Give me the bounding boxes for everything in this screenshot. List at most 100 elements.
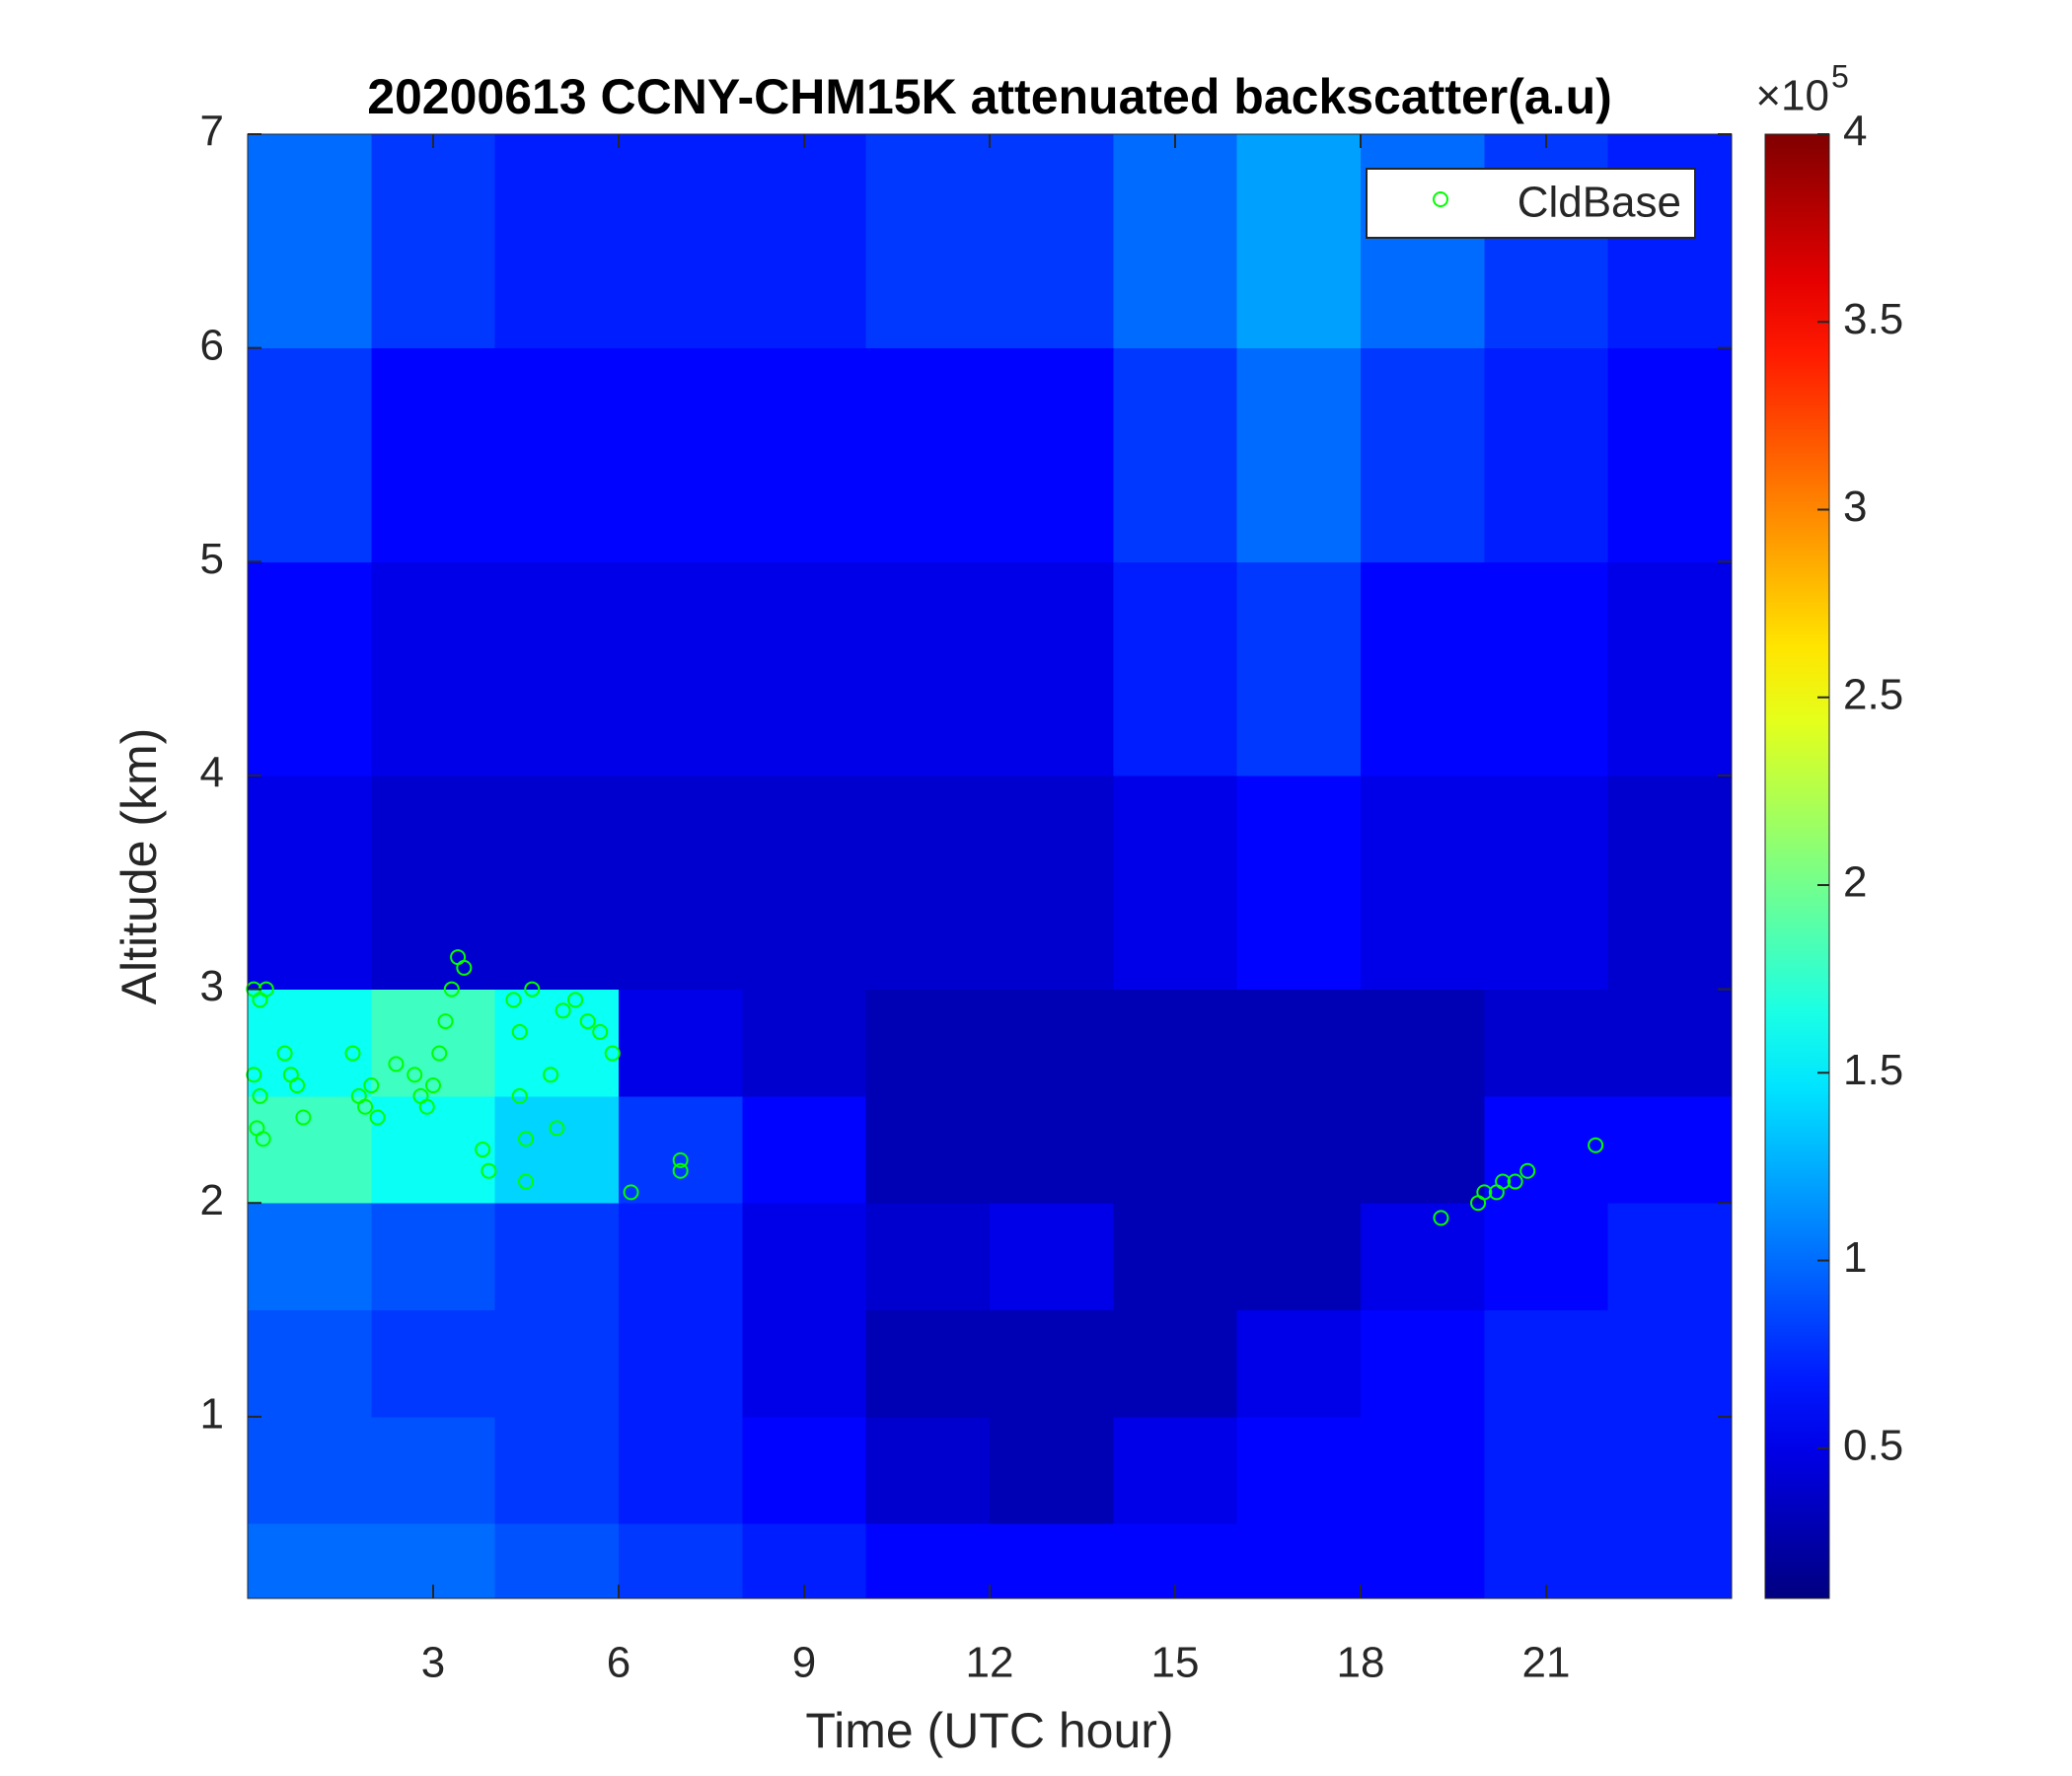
heatmap-cell xyxy=(619,1416,743,1524)
cloud-base-point xyxy=(295,1109,312,1126)
heatmap-cell xyxy=(1361,347,1485,562)
cloud-base-point xyxy=(418,1098,435,1115)
heatmap-cell xyxy=(990,1309,1114,1418)
heatmap-cell xyxy=(248,1095,372,1204)
heatmap-cell xyxy=(865,775,991,991)
colorbar-tick-label: 4 xyxy=(1843,108,1867,156)
y-axis-label: Altitude (km) xyxy=(111,728,167,1005)
heatmap-cell xyxy=(742,989,867,1097)
y-tick-label: 3 xyxy=(200,962,224,1010)
cloud-base-point xyxy=(289,1077,306,1094)
heatmap-cell xyxy=(742,1203,867,1311)
heatmap-cell xyxy=(494,1203,620,1311)
colorbar-tick-label: 1 xyxy=(1843,1233,1867,1282)
heatmap-cell xyxy=(1607,1203,1733,1311)
cloud-base-point xyxy=(543,1067,559,1083)
heatmap-cell xyxy=(619,1309,743,1418)
x-tick-label: 12 xyxy=(966,1639,1014,1687)
colorbar-tick-label: 0.5 xyxy=(1843,1421,1903,1469)
cloud-base-point xyxy=(524,981,541,998)
heatmap-cell xyxy=(619,989,743,1097)
heatmap-cell xyxy=(494,989,620,1097)
heatmap-cell xyxy=(494,1523,620,1599)
x-tick-label: 9 xyxy=(792,1639,816,1687)
legend-label: CldBase xyxy=(1517,179,1681,227)
cloud-base-point xyxy=(579,1013,596,1030)
heatmap-cell xyxy=(742,1309,867,1418)
heatmap-cell xyxy=(494,561,620,777)
heatmap-cell xyxy=(1484,134,1609,349)
heatmap-cell xyxy=(865,1203,991,1311)
heatmap-cell xyxy=(1236,989,1362,1097)
cloud-base-point xyxy=(555,1002,571,1019)
heatmap-cell xyxy=(371,561,496,777)
heatmap-cell xyxy=(742,134,867,349)
heatmap-cell xyxy=(619,1095,743,1204)
y-tick-label: 5 xyxy=(200,535,224,583)
heatmap-cell xyxy=(494,1416,620,1524)
heatmap-cell xyxy=(248,134,372,349)
heatmap-cell xyxy=(1484,1203,1609,1311)
legend-box xyxy=(1366,168,1696,239)
heatmap-cell xyxy=(1361,1416,1485,1524)
heatmap-cell xyxy=(248,561,372,777)
heatmap-cell xyxy=(1113,1203,1238,1311)
heatmap-cell xyxy=(371,989,496,1097)
heatmap-cell xyxy=(248,775,372,991)
heatmap-cell xyxy=(990,775,1114,991)
cloud-base-point xyxy=(1495,1173,1512,1190)
cloud-base-point xyxy=(567,992,584,1008)
cloud-base-point xyxy=(1507,1173,1523,1190)
heatmap-cell xyxy=(1236,1523,1362,1599)
heatmap-cell xyxy=(1361,134,1485,349)
cloud-base-point xyxy=(388,1056,405,1073)
cloud-base-point xyxy=(511,1087,528,1104)
heatmap-cell xyxy=(619,775,743,991)
cloud-base-point xyxy=(456,959,473,976)
heatmap-cell xyxy=(1484,561,1609,777)
heatmap-cell xyxy=(1607,347,1733,562)
heatmap-cell xyxy=(1236,1416,1362,1524)
heatmap-cell xyxy=(742,775,867,991)
cloud-base-point xyxy=(672,1162,689,1179)
heatmap-cell xyxy=(1484,1095,1609,1204)
cloud-base-point xyxy=(431,1045,448,1062)
heatmap-cell xyxy=(742,1095,867,1204)
heatmap-cell xyxy=(248,347,372,562)
heatmap-cell xyxy=(1113,347,1238,562)
heatmap-cell xyxy=(990,134,1114,349)
y-tick-label: 4 xyxy=(200,749,224,797)
heatmap-cell xyxy=(248,1416,372,1524)
heatmap-cell xyxy=(1361,775,1485,991)
heatmap-cell xyxy=(1484,347,1609,562)
heatmap-cell xyxy=(1236,1095,1362,1204)
heatmap-cell xyxy=(1113,1095,1238,1204)
heatmap-cell xyxy=(742,561,867,777)
x-tick-label: 21 xyxy=(1522,1639,1571,1687)
heatmap-cell xyxy=(619,1203,743,1311)
heatmap-cell xyxy=(1361,1203,1485,1311)
cloud-base-point xyxy=(592,1023,609,1040)
heatmap-cell xyxy=(1484,1416,1609,1524)
heatmap-cell xyxy=(990,1095,1114,1204)
x-tick-label: 6 xyxy=(607,1639,630,1687)
heatmap-cell xyxy=(371,347,496,562)
y-tick-label: 6 xyxy=(200,321,224,369)
heatmap-cell xyxy=(1484,1309,1609,1418)
heatmap-cell xyxy=(1607,561,1733,777)
colorbar-tick-label: 2 xyxy=(1843,858,1867,907)
heatmap-cell xyxy=(865,1309,991,1418)
heatmap-cell xyxy=(1607,989,1733,1097)
legend-marker xyxy=(1433,191,1448,207)
heatmap-cell xyxy=(371,1203,496,1311)
heatmap-cell xyxy=(494,775,620,991)
heatmap-cell xyxy=(1236,347,1362,562)
cloud-base-point xyxy=(604,1045,621,1062)
heatmap-cell xyxy=(1236,134,1362,349)
cloud-base-point xyxy=(437,1013,454,1030)
colorbar-tick-label: 3 xyxy=(1843,482,1867,531)
heatmap-cell xyxy=(1361,1095,1485,1204)
heatmap-cell xyxy=(371,1095,496,1204)
cloud-base-point xyxy=(255,1131,271,1147)
cloud-base-point xyxy=(252,1087,268,1104)
